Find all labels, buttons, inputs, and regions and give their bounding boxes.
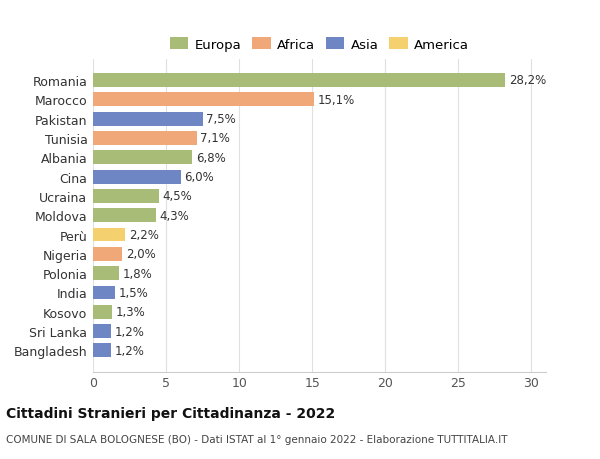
Bar: [93, 228, 125, 242]
Text: 1,2%: 1,2%: [114, 344, 144, 357]
Text: 1,5%: 1,5%: [119, 286, 148, 299]
Text: 1,8%: 1,8%: [123, 267, 153, 280]
Bar: [93, 267, 119, 280]
Text: 2,2%: 2,2%: [129, 229, 158, 241]
Bar: [93, 305, 112, 319]
Text: 6,8%: 6,8%: [196, 151, 226, 164]
Bar: [93, 93, 314, 107]
Text: 15,1%: 15,1%: [317, 94, 355, 106]
Bar: [93, 286, 115, 300]
Text: 2,0%: 2,0%: [126, 248, 155, 261]
Text: 4,5%: 4,5%: [163, 190, 192, 203]
Bar: [93, 209, 156, 223]
Text: 7,1%: 7,1%: [200, 132, 230, 145]
Text: 1,3%: 1,3%: [116, 306, 145, 319]
Bar: [93, 247, 122, 261]
Text: 1,2%: 1,2%: [114, 325, 144, 338]
Bar: [93, 170, 181, 184]
Text: Cittadini Stranieri per Cittadinanza - 2022: Cittadini Stranieri per Cittadinanza - 2…: [6, 406, 335, 420]
Bar: [93, 151, 193, 165]
Text: 4,3%: 4,3%: [160, 209, 189, 222]
Bar: [93, 112, 203, 126]
Bar: [93, 132, 197, 146]
Legend: Europa, Africa, Asia, America: Europa, Africa, Asia, America: [167, 35, 472, 54]
Text: COMUNE DI SALA BOLOGNESE (BO) - Dati ISTAT al 1° gennaio 2022 - Elaborazione TUT: COMUNE DI SALA BOLOGNESE (BO) - Dati IST…: [6, 434, 508, 444]
Bar: [93, 74, 505, 88]
Text: 6,0%: 6,0%: [184, 171, 214, 184]
Text: 28,2%: 28,2%: [509, 74, 546, 87]
Bar: [93, 325, 110, 338]
Bar: [93, 190, 159, 203]
Bar: [93, 344, 110, 358]
Text: 7,5%: 7,5%: [206, 113, 236, 126]
